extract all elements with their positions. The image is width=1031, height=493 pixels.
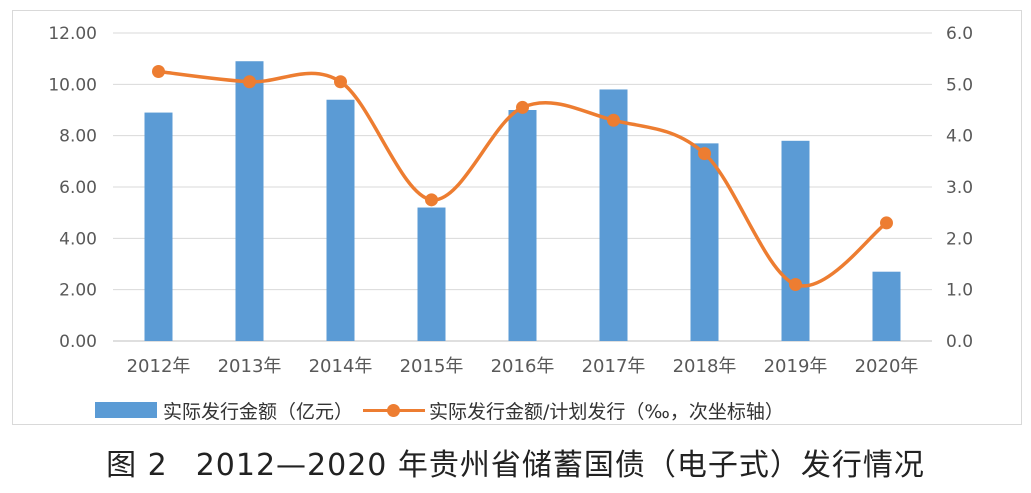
bar bbox=[599, 89, 628, 341]
left-tick-label: 6.00 bbox=[59, 178, 97, 198]
x-tick-label: 2017年 bbox=[582, 356, 646, 377]
bar-series bbox=[144, 61, 901, 341]
x-tick-label: 2019年 bbox=[764, 356, 828, 377]
ratio-point bbox=[152, 65, 165, 78]
legend-bar-label: 实际发行金额（亿元） bbox=[163, 400, 354, 423]
left-axis-ticks: 0.00 2.00 4.00 6.00 8.00 10.00 12.00 bbox=[48, 24, 97, 352]
right-tick-label: 3.0 bbox=[946, 178, 973, 198]
legend-line-swatch bbox=[363, 402, 426, 418]
right-tick-label: 2.0 bbox=[946, 229, 973, 249]
legend-line-label: 实际发行金额/计划发行（‰，次坐标轴） bbox=[429, 400, 784, 423]
figure-caption: 图 2 2012—2020 年贵州省储蓄国债（电子式）发行情况 bbox=[0, 440, 1031, 484]
left-tick-label: 8.00 bbox=[59, 127, 97, 147]
legend-bar-swatch bbox=[95, 402, 157, 418]
bar bbox=[235, 61, 264, 341]
ratio-point bbox=[880, 216, 893, 230]
left-tick-label: 2.00 bbox=[59, 281, 97, 301]
ratio-point bbox=[243, 75, 256, 89]
bar bbox=[781, 140, 810, 341]
right-tick-label: 5.0 bbox=[946, 75, 973, 95]
ratio-point bbox=[334, 75, 347, 89]
x-tick-label: 2014年 bbox=[309, 356, 373, 377]
right-tick-label: 0.0 bbox=[946, 332, 973, 352]
x-tick-label: 2018年 bbox=[673, 356, 737, 377]
right-axis-ticks: 0.0 1.0 2.0 3.0 4.0 5.0 6.0 bbox=[946, 24, 973, 352]
bar bbox=[690, 143, 719, 341]
left-tick-label: 4.00 bbox=[59, 229, 97, 249]
ratio-point bbox=[698, 147, 711, 161]
line-series bbox=[152, 65, 893, 292]
x-tick-label: 2013年 bbox=[218, 356, 282, 377]
x-tick-label: 2016年 bbox=[491, 356, 555, 377]
ratio-point bbox=[789, 278, 802, 292]
x-tick-label: 2020年 bbox=[855, 356, 919, 377]
legend-item-bar: 实际发行金额（亿元） bbox=[95, 397, 353, 424]
chart-frame bbox=[12, 10, 1022, 425]
figure-title: 2012—2020 年贵州省储蓄国债（电子式）发行情况 bbox=[195, 448, 925, 483]
legend-item-line: 实际发行金额/计划发行（‰，次坐标轴） bbox=[363, 397, 784, 424]
right-tick-label: 4.0 bbox=[946, 127, 973, 147]
x-tick-label: 2015年 bbox=[400, 356, 464, 377]
bar bbox=[872, 271, 901, 341]
bar bbox=[144, 112, 173, 341]
ratio-point bbox=[607, 113, 620, 127]
x-tick-label: 2012年 bbox=[127, 356, 191, 377]
left-tick-label: 0.00 bbox=[59, 332, 97, 352]
right-tick-label: 6.0 bbox=[946, 24, 973, 44]
bar bbox=[417, 207, 446, 341]
figure-number: 图 2 bbox=[106, 448, 168, 483]
bar bbox=[326, 99, 355, 341]
chart: 0.00 2.00 4.00 6.00 8.00 10.00 12.00 0.0 1.0 2.0… bbox=[48, 24, 973, 377]
x-axis-labels: 2012年 2013年 2014年 2015年 2016年 2017年 2018年 2019年… bbox=[127, 356, 919, 377]
legend: 实际发行金额（亿元） 实际发行金额/计划发行（‰，次坐标轴） bbox=[95, 397, 794, 424]
ratio-point bbox=[516, 100, 529, 114]
left-tick-label: 10.00 bbox=[48, 75, 97, 95]
left-tick-label: 12.00 bbox=[48, 24, 97, 44]
ratio-point bbox=[425, 193, 438, 207]
right-tick-label: 1.0 bbox=[946, 281, 973, 301]
bar bbox=[508, 110, 537, 341]
